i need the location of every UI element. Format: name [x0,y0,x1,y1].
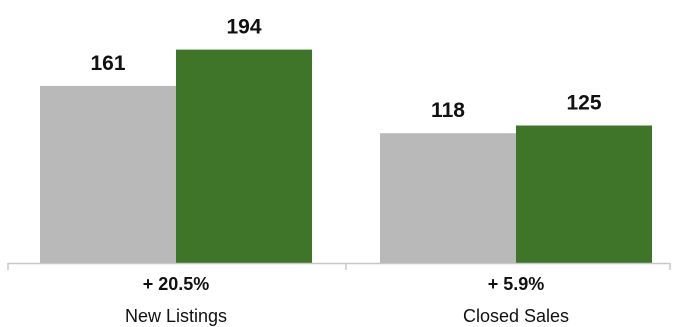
category-label: Closed Sales [463,306,569,326]
bar-closed-sales-0 [380,133,516,263]
bar-closed-sales-1 [516,125,652,263]
value-labels: 161 194 118 125 [90,16,601,123]
category-labels: + 20.5% New Listings + 5.9% Closed Sales [125,274,569,326]
value-label: 194 [226,16,261,39]
bars-layer [40,49,652,264]
bar-new-listings-1 [176,49,312,263]
bar-new-listings-0 [40,85,176,264]
category-label: New Listings [125,306,227,326]
change-label: + 20.5% [143,274,210,294]
value-label: 125 [566,92,601,115]
x-axis [7,262,671,270]
value-label: 118 [431,99,465,122]
value-label: 161 [90,52,125,75]
change-label: + 5.9% [488,274,545,294]
